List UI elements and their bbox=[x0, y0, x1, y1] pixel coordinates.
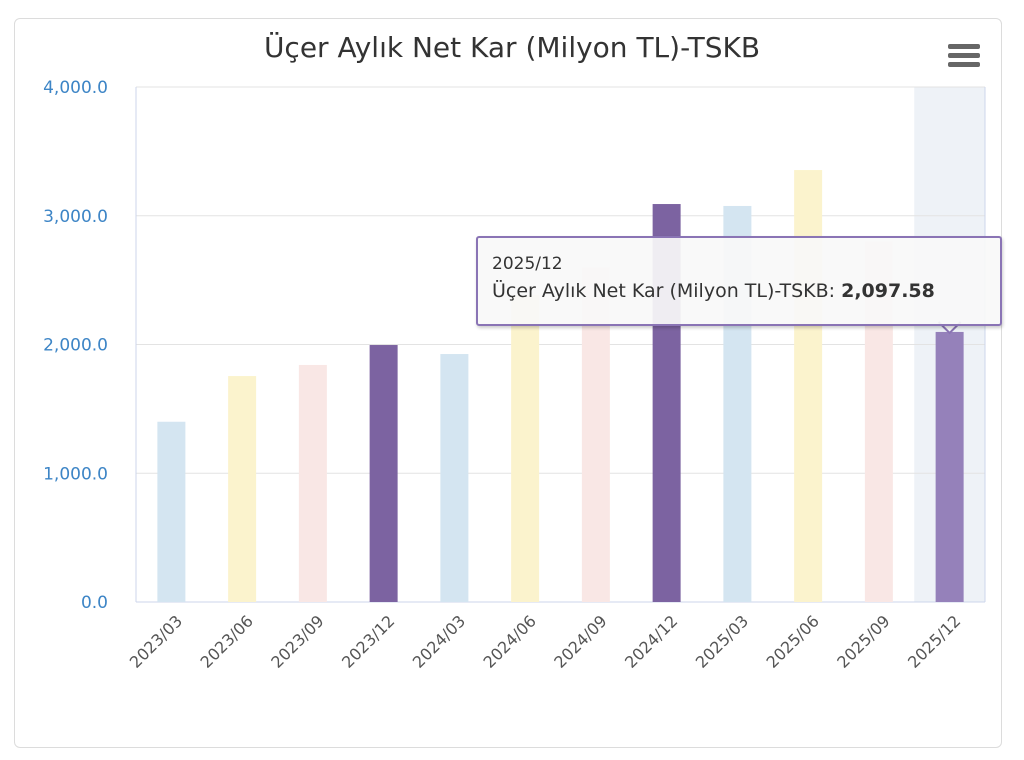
x-tick-label: 2024/06 bbox=[480, 611, 540, 671]
x-tick-label: 2025/09 bbox=[833, 611, 893, 671]
x-tick-label: 2023/12 bbox=[338, 611, 398, 671]
x-tick-label: 2023/09 bbox=[267, 611, 327, 671]
y-tick-label: 4,000.0 bbox=[43, 78, 108, 98]
tooltip-value: 2,097.58 bbox=[841, 280, 935, 302]
bar bbox=[157, 421, 186, 602]
x-tick-label: 2024/03 bbox=[409, 611, 469, 671]
hamburger-menu-icon[interactable] bbox=[948, 44, 980, 70]
tooltip: 2025/12 Üçer Aylık Net Kar (Milyon TL)-T… bbox=[476, 236, 1002, 326]
y-tick-label: 2,000.0 bbox=[43, 336, 108, 356]
bar bbox=[935, 331, 964, 602]
x-tick-label: 2025/12 bbox=[904, 611, 964, 671]
bar bbox=[298, 364, 327, 602]
x-tick-label: 2024/12 bbox=[621, 611, 681, 671]
bar bbox=[369, 345, 398, 602]
tooltip-text: Üçer Aylık Net Kar (Milyon TL)-TSKB: 2,0… bbox=[492, 280, 935, 302]
chart-card bbox=[14, 18, 1002, 748]
bar bbox=[440, 354, 469, 602]
tooltip-series-label: Üçer Aylık Net Kar (Milyon TL)-TSKB: bbox=[492, 280, 842, 302]
bar bbox=[794, 170, 823, 602]
bar bbox=[228, 376, 257, 602]
x-tick-label: 2023/06 bbox=[197, 611, 257, 671]
tooltip-category: 2025/12 bbox=[492, 254, 563, 274]
x-tick-label: 2023/03 bbox=[126, 611, 186, 671]
bar bbox=[511, 294, 540, 602]
chart-title: Üçer Aylık Net Kar (Milyon TL)-TSKB bbox=[264, 30, 760, 64]
y-tick-label: 3,000.0 bbox=[43, 207, 108, 227]
y-tick-label: 0.0 bbox=[81, 593, 108, 613]
x-tick-label: 2024/09 bbox=[550, 611, 610, 671]
x-tick-label: 2025/06 bbox=[763, 611, 823, 671]
x-tick-label: 2025/03 bbox=[692, 611, 752, 671]
y-tick-label: 1,000.0 bbox=[43, 464, 108, 484]
